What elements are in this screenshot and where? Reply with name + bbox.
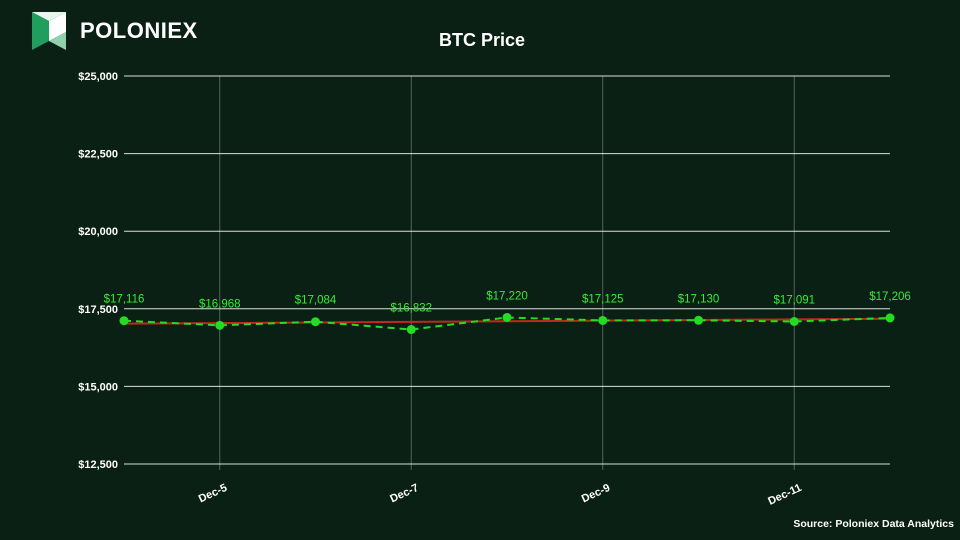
y-tick-label: $20,000 [78,226,118,238]
brand-name: POLONIEX [80,18,198,43]
data-label: $17,206 [869,291,911,303]
brand-logo: POLONIEX [32,12,198,50]
data-label: $17,220 [486,290,528,302]
data-point [311,317,320,327]
y-tick-label: $15,000 [78,381,118,393]
data-label: $17,125 [582,293,624,305]
source-note: Source: Poloniex Data Analytics [793,518,954,530]
data-label: $16,968 [199,298,241,310]
data-label: $17,084 [295,295,337,307]
data-point [119,316,129,326]
x-tick-label: Dec-7 [388,482,420,506]
data-point [598,315,608,325]
data-label: $17,130 [678,293,720,305]
data-point [694,315,703,325]
chart-title: BTC Price [439,30,525,50]
x-tick-label: Dec-9 [580,482,612,506]
data-point [789,316,799,326]
data-label: $17,091 [773,294,815,306]
y-tick-label: $12,500 [78,459,118,471]
data-label: $17,116 [104,294,145,306]
data-point [215,320,225,330]
data-point [502,312,512,322]
y-tick-label: $25,000 [78,71,118,83]
x-tick-label: Dec-5 [197,482,229,506]
data-point [885,313,895,323]
y-tick-label: $17,500 [78,304,118,316]
y-tick-label: $22,500 [78,149,118,161]
x-tick-label: Dec-11 [766,482,803,508]
poloniex-logo-icon [32,12,66,50]
data-label: $16,832 [390,303,432,315]
data-point [406,325,416,335]
